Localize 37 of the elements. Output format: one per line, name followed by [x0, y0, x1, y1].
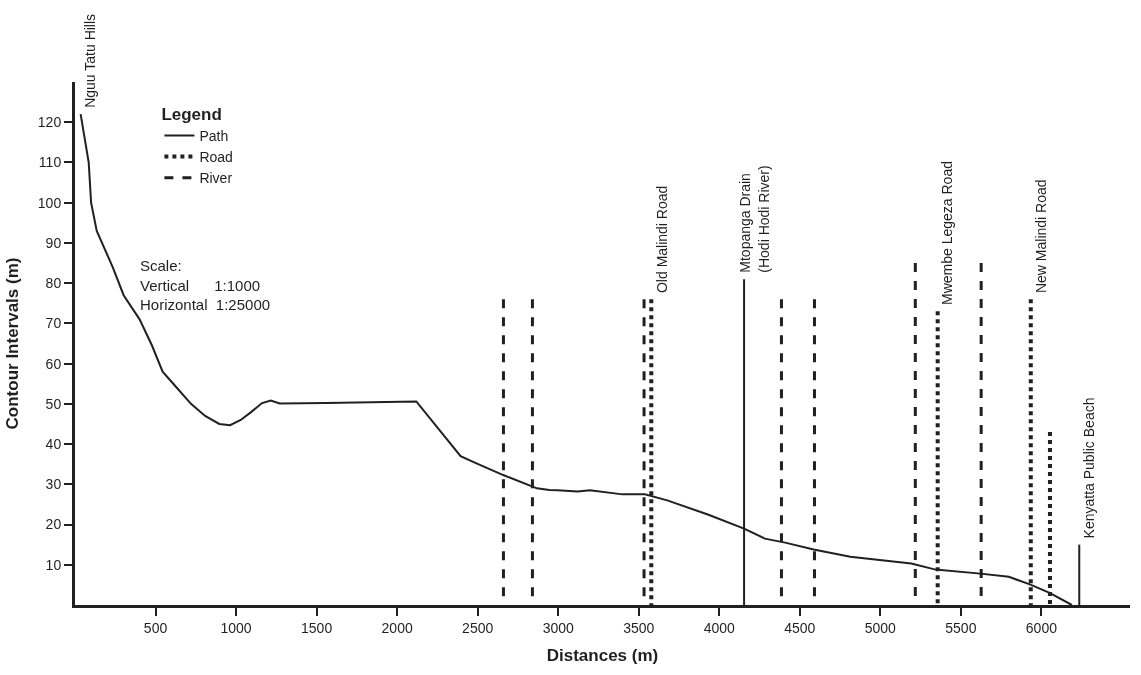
- annotation: New Malindi Road: [1032, 179, 1049, 294]
- y-tick-label: 120: [37, 114, 62, 131]
- x-tick-label: 3500: [623, 619, 655, 636]
- legend-label: Road: [199, 149, 233, 166]
- y-tick-label: 20: [45, 516, 62, 533]
- y-tick-label: 50: [45, 395, 62, 412]
- annotation: Scale: Vertical 1:1000 Horizontal 1:25000: [140, 257, 271, 313]
- annotation: Mtopanga Drain (Hodi Hodi River): [737, 165, 772, 273]
- x-tick-label: 1500: [301, 619, 333, 636]
- y-tick-label: 80: [45, 275, 62, 292]
- y-tick-label: 90: [45, 234, 62, 251]
- y-axis-title: Contour Intervals (m): [3, 257, 23, 430]
- legend-title: Legend: [161, 104, 222, 124]
- y-tick-label: 100: [37, 194, 62, 211]
- x-axis-title: Distances (m): [546, 646, 659, 666]
- x-tick-label: 5000: [864, 619, 897, 636]
- x-tick-label: 2500: [462, 619, 494, 636]
- y-tick-label: 10: [45, 556, 62, 573]
- annotation: Mwembe Legeza Road: [939, 161, 956, 305]
- annotation: Nguu Tatu Hills: [82, 13, 99, 108]
- x-tick-label: 6000: [1025, 619, 1058, 636]
- x-tick-label: 500: [143, 619, 168, 636]
- annotation: Old Malindi Road: [653, 185, 670, 294]
- x-tick-label: 4000: [703, 619, 736, 636]
- legend-label: River: [199, 170, 233, 187]
- x-tick-label: 1000: [220, 619, 252, 636]
- x-tick-label: 2000: [381, 619, 413, 636]
- x-tick-label: 3000: [542, 619, 574, 636]
- x-tick-label: 5500: [945, 619, 977, 636]
- y-tick-label: 70: [45, 315, 62, 332]
- x-tick-label: 4500: [784, 619, 816, 636]
- y-tick-label: 60: [45, 355, 62, 372]
- y-tick-label: 30: [45, 476, 62, 493]
- legend-label: Path: [199, 127, 229, 144]
- annotation: Kenyatta Public Beach: [1081, 397, 1098, 539]
- y-tick-label: 110: [38, 154, 62, 171]
- y-tick-label: 40: [45, 435, 62, 452]
